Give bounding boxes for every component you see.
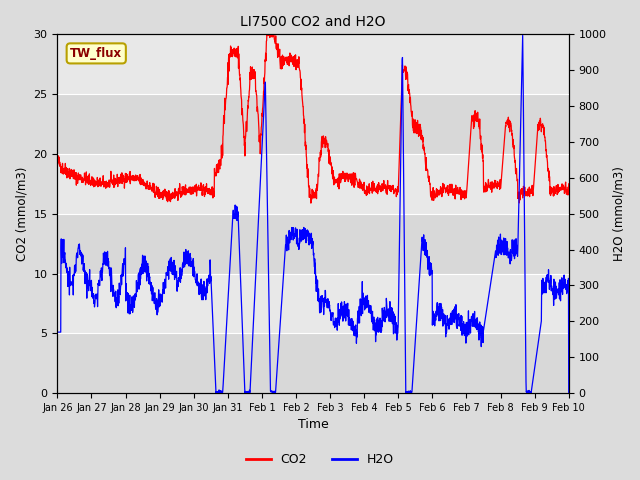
Title: LI7500 CO2 and H2O: LI7500 CO2 and H2O bbox=[240, 15, 386, 29]
Bar bbox=[58, 333, 569, 393]
Bar bbox=[58, 214, 569, 274]
Bar bbox=[58, 94, 569, 154]
Y-axis label: CO2 (mmol/m3): CO2 (mmol/m3) bbox=[15, 167, 28, 261]
Bar bbox=[58, 154, 569, 214]
Y-axis label: H2O (mmol/m3): H2O (mmol/m3) bbox=[612, 166, 625, 261]
Legend: CO2, H2O: CO2, H2O bbox=[241, 448, 399, 471]
Bar bbox=[58, 35, 569, 94]
Bar bbox=[58, 274, 569, 333]
Text: TW_flux: TW_flux bbox=[70, 47, 122, 60]
X-axis label: Time: Time bbox=[298, 419, 328, 432]
